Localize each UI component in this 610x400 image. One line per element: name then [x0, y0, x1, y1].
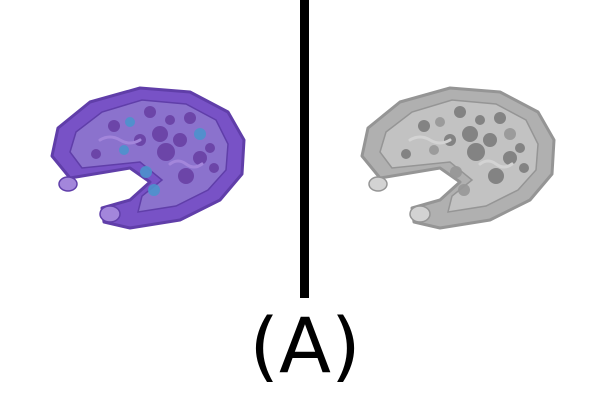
divider — [300, 0, 309, 298]
pizza-pool-float-icon — [50, 86, 246, 230]
pizza-pool-float-icon — [360, 86, 556, 230]
caption-label: (A) — [249, 301, 361, 390]
panel-color — [30, 60, 290, 260]
panel-grayscale — [340, 60, 600, 260]
